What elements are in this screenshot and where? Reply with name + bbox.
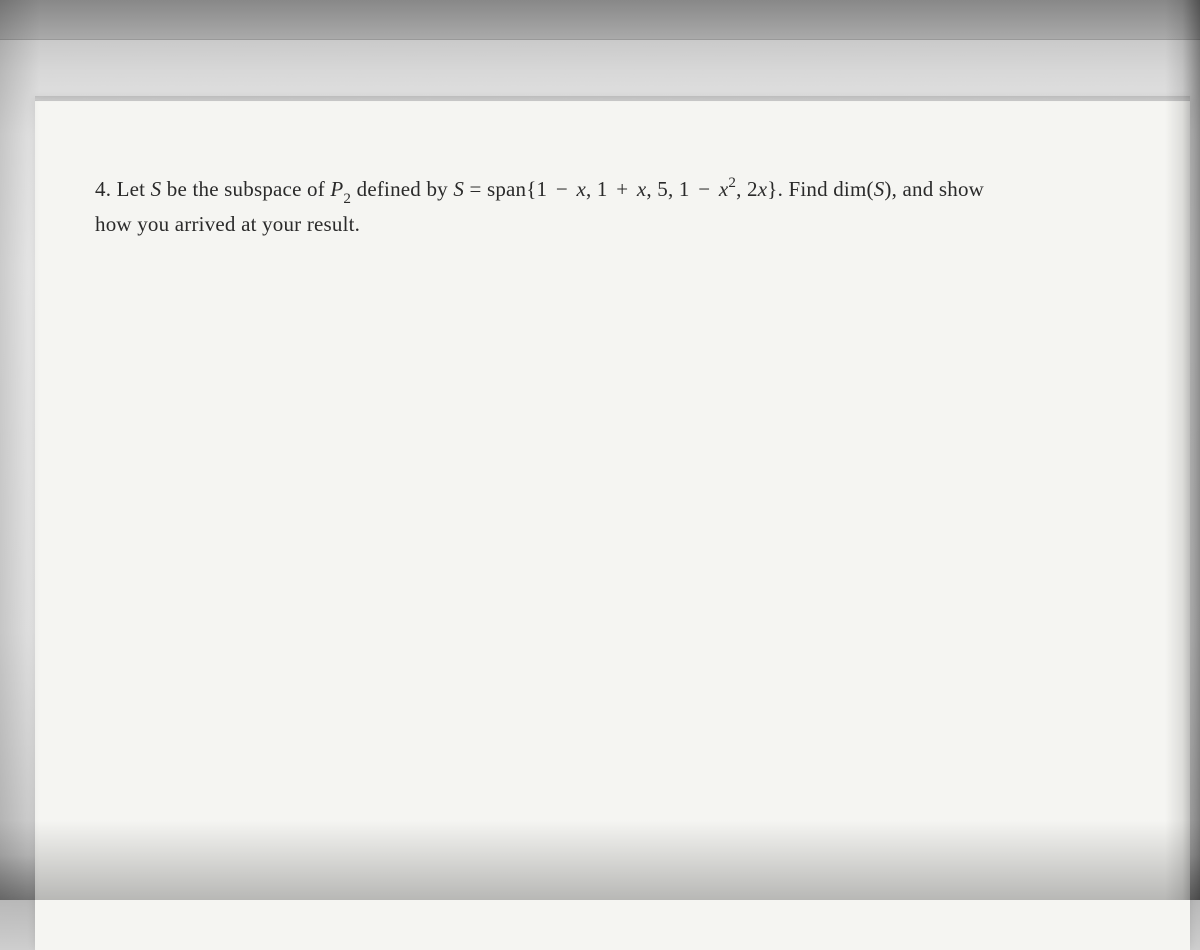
comma: ,	[586, 177, 597, 201]
text-segment: be the subspace of	[161, 177, 330, 201]
text-segment: ), and show	[884, 177, 984, 201]
math-variable-s: S	[151, 177, 162, 201]
text-segment: Let	[117, 177, 151, 201]
plus-sign: +	[611, 177, 634, 201]
math-variable-x: x	[719, 177, 729, 201]
math-superscript: 2	[728, 175, 736, 191]
period: .	[778, 177, 789, 201]
comma: ,	[668, 177, 679, 201]
text-segment: Find dim(	[788, 177, 873, 201]
math-subscript: 2	[343, 191, 351, 207]
math-variable-s: S	[453, 177, 464, 201]
comma: ,	[646, 177, 657, 201]
poly-const: 1	[597, 177, 608, 201]
poly-const: 1	[679, 177, 690, 201]
equals-sign: =	[464, 177, 487, 201]
span-operator: span	[487, 177, 526, 201]
minus-sign: −	[693, 177, 716, 201]
poly-coeff: 2	[747, 177, 758, 201]
brace-close: }	[767, 177, 777, 201]
minus-sign: −	[550, 177, 573, 201]
math-variable-x: x	[758, 177, 768, 201]
text-line-2: how you arrived at your result.	[95, 212, 360, 236]
poly-const: 1	[537, 177, 548, 201]
document-page: 4. Let S be the subspace of P2 defined b…	[35, 100, 1190, 950]
brace-open: {	[526, 177, 536, 201]
text-segment: defined by	[351, 177, 453, 201]
poly-const: 5	[657, 177, 668, 201]
math-variable-x: x	[637, 177, 647, 201]
problem-statement: 4. Let S be the subspace of P2 defined b…	[95, 173, 1122, 240]
math-variable-x: x	[576, 177, 586, 201]
math-variable-p: P	[330, 177, 343, 201]
browser-top-bar	[0, 0, 1200, 40]
vignette-left	[0, 0, 40, 900]
comma: ,	[736, 177, 747, 201]
problem-number: 4.	[95, 177, 111, 201]
math-variable-s: S	[874, 177, 885, 201]
